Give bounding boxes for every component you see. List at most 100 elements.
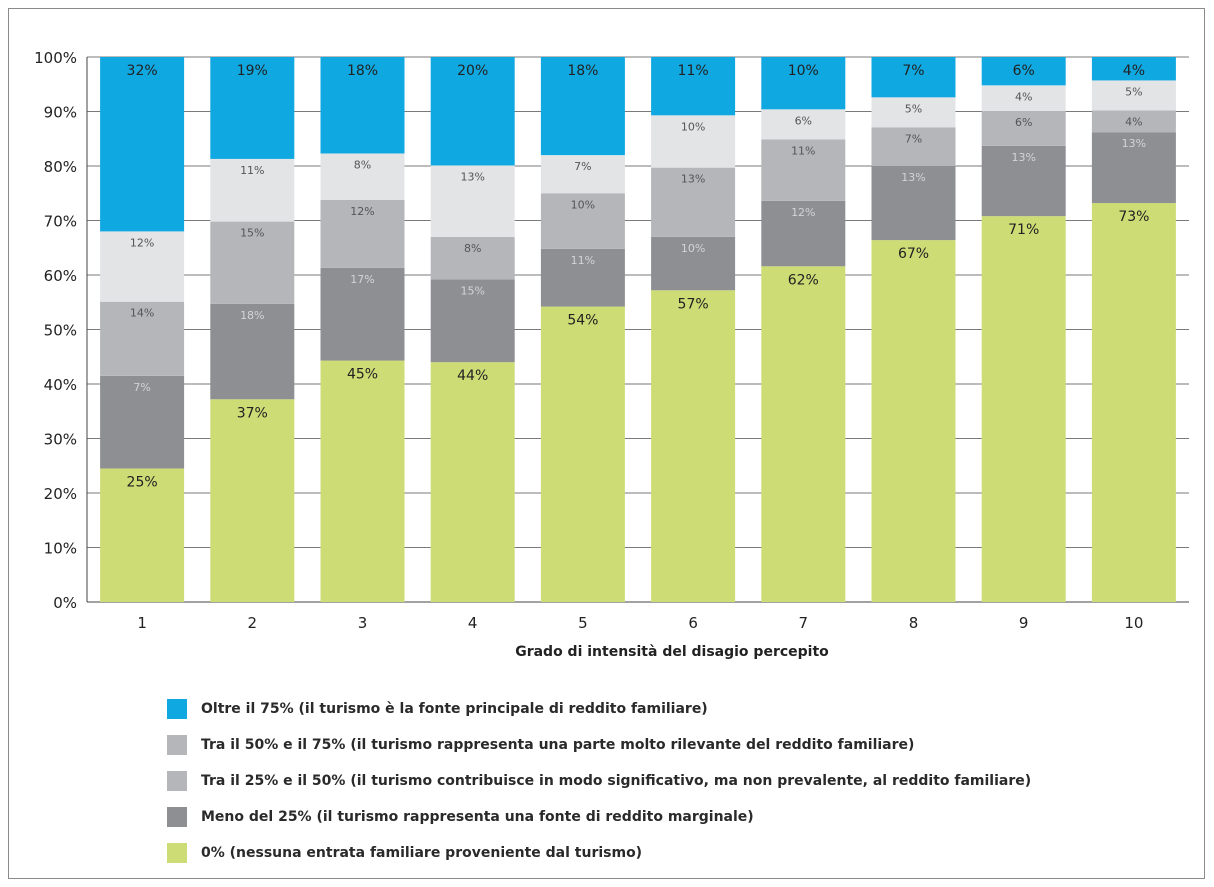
y-tick-label: 80%: [44, 158, 77, 176]
data-label: 11%: [571, 254, 595, 267]
data-label: 4%: [1123, 63, 1145, 79]
y-tick-label: 20%: [44, 485, 77, 503]
bar-segment: [761, 200, 846, 267]
bar-segment: [430, 57, 515, 166]
x-tick-label: 10: [1124, 614, 1143, 632]
legend-swatch: [167, 699, 187, 719]
y-tick-label: 10%: [44, 540, 77, 558]
y-tick-label: 50%: [44, 322, 77, 340]
data-label: 11%: [791, 144, 815, 157]
legend-label: Meno del 25% (il turismo rappresenta una…: [201, 809, 754, 825]
legend-item-25-50: Tra il 25% e il 50% (il turismo contribu…: [167, 771, 1031, 791]
bar-segment: [430, 362, 515, 602]
x-tick-label: 4: [468, 614, 478, 632]
data-label: 6%: [1015, 116, 1032, 129]
legend-label: Oltre il 75% (il turismo è la fonte prin…: [201, 701, 708, 717]
data-label: 15%: [240, 227, 264, 240]
data-label: 10%: [571, 198, 595, 211]
bar-segment: [651, 290, 736, 602]
data-label: 8%: [464, 242, 481, 255]
bar-segment: [871, 127, 956, 166]
x-tick-label: 8: [909, 614, 919, 632]
x-tick-label: 3: [358, 614, 368, 632]
data-label: 10%: [681, 120, 705, 133]
data-label: 13%: [1122, 137, 1146, 150]
bar-segment: [100, 375, 185, 469]
y-tick-label: 60%: [44, 267, 77, 285]
y-tick-label: 90%: [44, 104, 77, 122]
bar-segment: [871, 97, 956, 128]
bar-segment: [210, 399, 295, 602]
data-label: 7%: [133, 381, 150, 394]
legend: Oltre il 75% (il turismo è la fonte prin…: [167, 699, 1031, 879]
data-label: 17%: [350, 273, 374, 286]
x-tick-label: 1: [137, 614, 147, 632]
bar-segment: [871, 240, 956, 602]
bar-segment: [540, 248, 625, 307]
data-label: 11%: [678, 63, 709, 79]
bar-segment: [100, 301, 185, 376]
data-label: 32%: [127, 63, 158, 79]
bar-segment: [761, 139, 846, 201]
data-label: 4%: [1125, 115, 1142, 128]
bar-segment: [320, 199, 405, 268]
data-label: 4%: [1015, 90, 1032, 103]
bar-segment: [100, 57, 185, 232]
bar-segment: [540, 155, 625, 194]
bar-segment: [871, 166, 956, 241]
data-label: 8%: [354, 158, 371, 171]
legend-item-zero: 0% (nessuna entrata familiare provenient…: [167, 843, 1031, 863]
bar-segment: [540, 306, 625, 602]
bar-segment: [1091, 203, 1176, 602]
chart-frame: 0% 10% 20% 30% 40% 50% 60% 70% 80% 90% 100% 25% 7% 14…: [8, 8, 1205, 879]
bar-segment: [651, 167, 736, 237]
bar-segment: [871, 57, 956, 98]
legend-label: Tra il 50% e il 75% (il turismo rapprese…: [201, 737, 915, 753]
data-label: 7%: [905, 132, 922, 145]
bar-segment: [320, 267, 405, 361]
data-label: 37%: [237, 405, 268, 421]
bar-segment: [320, 57, 405, 154]
bar-segment: [981, 110, 1066, 146]
data-label: 45%: [347, 367, 378, 383]
legend-item-oltre-75: Oltre il 75% (il turismo è la fonte prin…: [167, 699, 1031, 719]
bar-segment: [210, 158, 295, 222]
y-tick-label: 40%: [44, 376, 77, 394]
bar-segment: [981, 85, 1066, 111]
bar-segment: [981, 216, 1066, 602]
data-label: 19%: [237, 63, 268, 79]
data-label: 7%: [574, 160, 591, 173]
legend-swatch: [167, 735, 187, 755]
bar-segment: [1091, 80, 1176, 111]
data-label: 62%: [788, 272, 819, 288]
bar-segment: [651, 57, 736, 116]
data-label: 13%: [1011, 151, 1035, 164]
data-label: 25%: [127, 474, 158, 490]
bar-segment: [1091, 110, 1176, 133]
bar-segment: [540, 57, 625, 156]
legend-item-meno-25: Meno del 25% (il turismo rappresenta una…: [167, 807, 1031, 827]
y-tick-label: 70%: [44, 213, 77, 231]
data-label: 12%: [350, 205, 374, 218]
bar-segment: [320, 360, 405, 602]
data-label: 57%: [678, 296, 709, 312]
bar-segment: [430, 165, 515, 237]
data-label: 73%: [1118, 209, 1149, 225]
bar-segment: [320, 153, 405, 200]
data-label: 7%: [902, 63, 924, 79]
stacked-bar-chart: 0%10%20%30%40%50%60%70%80%90%100%25%7%14…: [34, 49, 1189, 660]
bar-segment: [540, 193, 625, 249]
bar-segment: [100, 231, 185, 302]
legend-label: 0% (nessuna entrata familiare provenient…: [201, 845, 643, 861]
bar-segment: [210, 221, 295, 304]
x-tick-label: 7: [799, 614, 809, 632]
bar-segment: [210, 57, 295, 159]
legend-swatch: [167, 807, 187, 827]
data-label: 15%: [460, 284, 484, 297]
data-label: 44%: [457, 368, 488, 384]
data-label: 5%: [905, 102, 922, 115]
x-tick-label: 9: [1019, 614, 1029, 632]
data-label: 5%: [1125, 85, 1142, 98]
data-label: 6%: [1013, 63, 1035, 79]
bar-segment: [430, 236, 515, 280]
